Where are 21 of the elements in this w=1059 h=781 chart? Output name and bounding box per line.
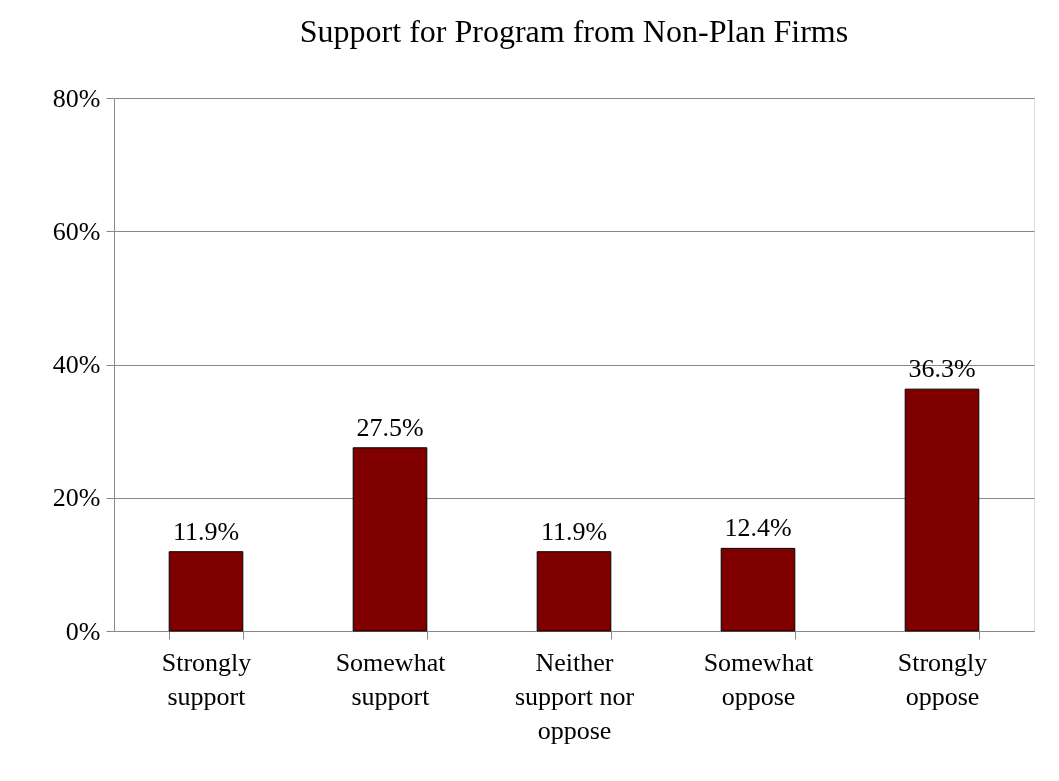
bar [536, 551, 612, 632]
y-tick-label: 80% [52, 83, 101, 113]
bar [168, 551, 244, 632]
chart-title: Support for Program from Non-Plan Firms [299, 13, 849, 49]
y-tick-label: 60% [52, 216, 101, 246]
y-tick-label: 40% [52, 350, 101, 379]
x-tick-label: Somewhat support [335, 647, 447, 711]
data-label: 12.4% [724, 513, 792, 543]
x-tick-label: Strongly oppose [897, 647, 988, 711]
y-tick-label: 20% [52, 483, 101, 513]
y-tick-label: 0% [65, 616, 101, 646]
data-label: 11.9% [172, 516, 240, 546]
bar [352, 447, 428, 632]
data-label: 27.5% [356, 412, 424, 442]
x-tick-label: Strongly support [161, 647, 252, 711]
data-label: 11.9% [540, 516, 608, 546]
x-tick-label: Somewhat oppose [703, 647, 815, 711]
bar [720, 547, 796, 632]
bar [904, 388, 980, 632]
data-label: 36.3% [908, 354, 976, 384]
x-tick-label: Neither support nor oppose [514, 647, 635, 745]
